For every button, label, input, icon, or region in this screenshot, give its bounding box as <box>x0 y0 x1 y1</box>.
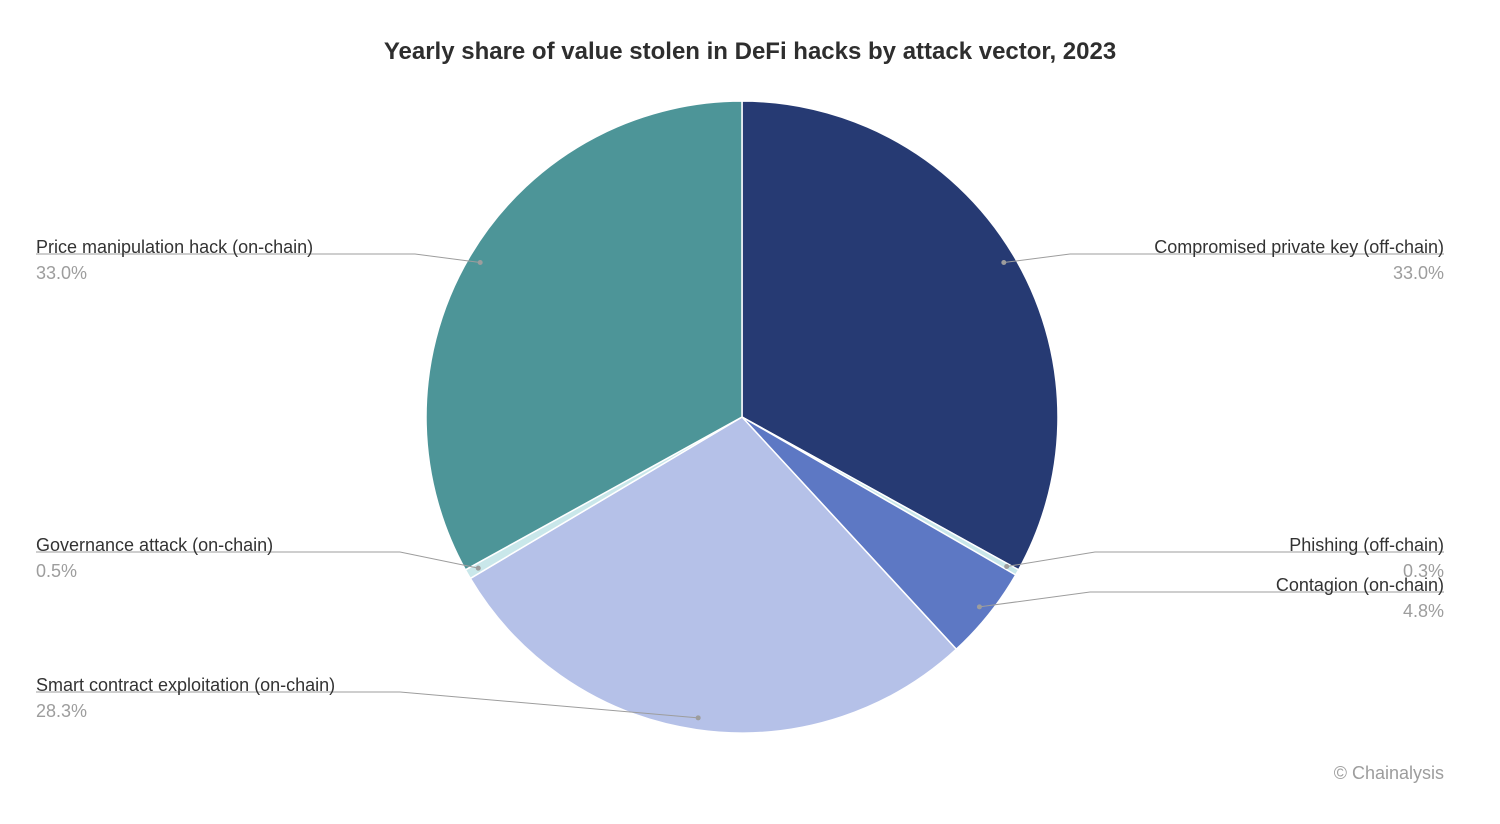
slice-label-pct: 33.0% <box>1154 260 1444 286</box>
slice-label: Price manipulation hack (on-chain)33.0% <box>36 234 313 286</box>
slice-label: Compromised private key (off-chain)33.0% <box>1154 234 1444 286</box>
slice-label-pct: 0.5% <box>36 558 273 584</box>
slice-label: Smart contract exploitation (on-chain)28… <box>36 672 335 724</box>
leader-dot <box>977 604 982 609</box>
slice-label: Governance attack (on-chain)0.5% <box>36 532 273 584</box>
slice-label-name: Phishing (off-chain) <box>1289 532 1444 558</box>
slice-label-name: Compromised private key (off-chain) <box>1154 234 1444 260</box>
slice-label-name: Price manipulation hack (on-chain) <box>36 234 313 260</box>
slice-label: Contagion (on-chain)4.8% <box>1276 572 1444 624</box>
attribution-text: © Chainalysis <box>1334 763 1444 784</box>
pie-slices <box>426 101 1058 733</box>
leader-dot <box>476 566 481 571</box>
leader-dot <box>1001 260 1006 265</box>
slice-label-pct: 4.8% <box>1276 598 1444 624</box>
leader-dot <box>1004 564 1009 569</box>
slice-label-name: Smart contract exploitation (on-chain) <box>36 672 335 698</box>
slice-label-name: Contagion (on-chain) <box>1276 572 1444 598</box>
slice-label-name: Governance attack (on-chain) <box>36 532 273 558</box>
pie-chart-container: Yearly share of value stolen in DeFi hac… <box>0 0 1500 824</box>
slice-label-pct: 28.3% <box>36 698 335 724</box>
slice-label-pct: 33.0% <box>36 260 313 286</box>
leader-dot <box>478 260 483 265</box>
leader-dot <box>696 715 701 720</box>
